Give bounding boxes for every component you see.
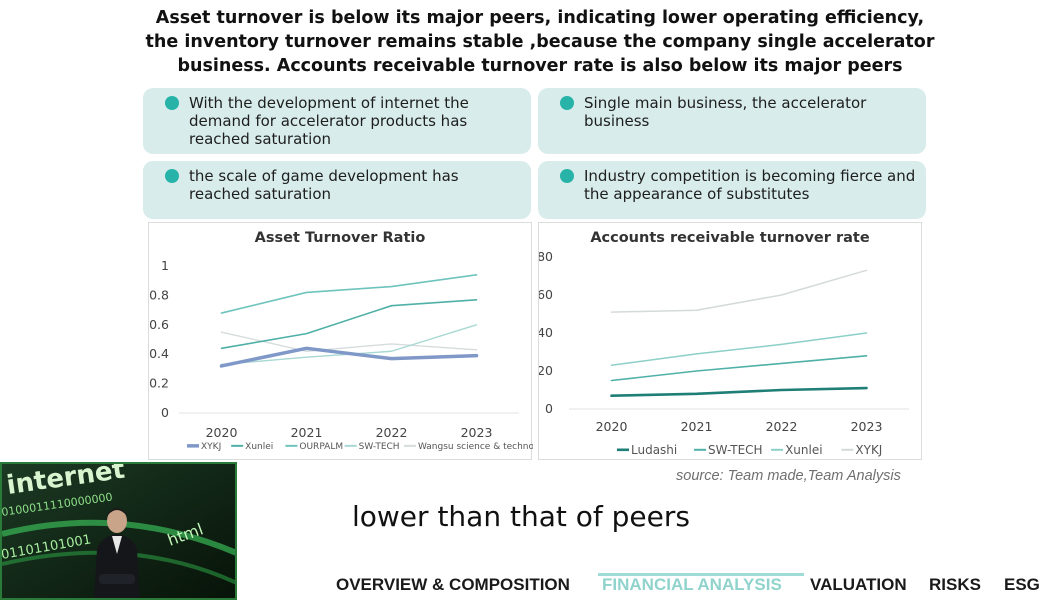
y-tick-label: 60	[539, 287, 553, 302]
point-card-single-business: Single main business, the accelerator bu…	[538, 88, 926, 154]
y-tick-label: 0	[161, 405, 169, 420]
headline-line-3: business. Accounts receivable turnover r…	[177, 56, 903, 76]
receivable-turnover-chart-svg: 0 20 40 60 80 2020 2021 2022 2023 Ludashi SW-TECH X…	[539, 249, 909, 457]
x-tick-label: 2022	[376, 425, 408, 440]
bullet-dot-icon	[560, 96, 574, 110]
x-tick-label: 2021	[291, 425, 323, 440]
legend-label: XYKJ	[201, 442, 221, 452]
nav-tab-esg[interactable]: ESG	[1004, 575, 1040, 594]
legend-label: OURPALM	[299, 442, 343, 452]
legend-label: SW-TECH	[708, 443, 763, 457]
headline-line-1: Asset turnover is below its major peers,…	[155, 8, 925, 28]
series-line-ludashi	[610, 386, 868, 397]
y-tick-label: 40	[539, 325, 553, 340]
x-tick-label: 2021	[681, 419, 713, 434]
card-text: the scale of game development has reache…	[189, 167, 459, 203]
asset-turnover-chart: Asset Turnover Ratio 0 0.2 0.4 0.6 0.8 1 2020 2…	[148, 222, 533, 460]
y-tick-label: 0	[545, 401, 553, 416]
bullet-dot-icon	[560, 169, 574, 183]
nav-tab-valuation[interactable]: VALUATION	[810, 575, 907, 594]
point-card-industry-competition: Industry competition is becoming fierce …	[538, 161, 926, 219]
legend-label: Xunlei	[785, 443, 822, 457]
card-text: Industry competition is becoming fierce …	[584, 167, 916, 203]
point-card-game-development: the scale of game development has reache…	[143, 161, 531, 219]
card-text: Single main business, the accelerator bu…	[584, 94, 867, 130]
receivable-turnover-chart: Accounts receivable turnover rate 0 20 40 6…	[538, 222, 922, 460]
presenter-video: internet 0100011110000000 01101101001 ht…	[0, 462, 237, 600]
series-line-xunlei	[610, 332, 868, 367]
x-tick-label: 2023	[851, 419, 883, 434]
legend-label: Xunlei	[245, 442, 273, 452]
y-tick-label: 0.6	[149, 317, 169, 332]
y-tick-label: 0.8	[149, 287, 169, 302]
legend-label: Wangsu science & technology	[418, 442, 533, 452]
point-card-demand-saturation: With the development of internet the dem…	[143, 88, 531, 154]
presenter-figure	[94, 508, 140, 598]
legend-label: SW-TECH	[359, 442, 400, 452]
x-tick-label: 2023	[461, 425, 493, 440]
legend-label: XYKJ	[855, 443, 882, 457]
series-line-xykj	[610, 269, 868, 313]
card-text: With the development of internet the dem…	[189, 94, 469, 148]
active-tab-underline	[598, 573, 804, 576]
nav-tab-risks[interactable]: RISKS	[929, 575, 981, 594]
series-line-sw-tech	[610, 355, 868, 382]
series-line-xykj	[219, 346, 479, 368]
y-tick-label: 0.2	[149, 376, 169, 391]
caption-subtitle: lower than that of peers	[352, 500, 690, 533]
x-tick-label: 2020	[596, 419, 628, 434]
chart-title: Accounts receivable turnover rate	[590, 230, 870, 246]
x-tick-label: 2022	[766, 419, 798, 434]
y-tick-label: 1	[161, 258, 169, 273]
bullet-dot-icon	[165, 169, 179, 183]
x-tick-label: 2020	[206, 425, 238, 440]
y-tick-label: 20	[539, 363, 553, 378]
y-tick-label: 0.4	[149, 346, 169, 361]
y-tick-label: 80	[539, 249, 553, 264]
nav-tab-overview[interactable]: OVERVIEW & COMPOSITION	[336, 575, 570, 594]
nav-tab-financial-analysis[interactable]: FINANCIAL ANALYSIS	[602, 575, 782, 594]
series-line-xunlei	[220, 299, 478, 350]
bullet-dot-icon	[165, 96, 179, 110]
headline-line-2: the inventory turnover remains stable ,b…	[145, 32, 935, 52]
source-note: source: Team made,Team Analysis	[676, 468, 901, 484]
chart-title: Asset Turnover Ratio	[254, 230, 426, 246]
asset-turnover-chart-svg: 0 0.2 0.4 0.6 0.8 1 2020 2021 2022 2023 XYKJ Xunlei…	[149, 258, 533, 452]
presenter-video-frame: internet 0100011110000000 01101101001 ht…	[2, 464, 235, 598]
headline: Asset turnover is below its major peers,…	[110, 6, 970, 78]
legend-label: Ludashi	[631, 443, 677, 457]
series-line-ourpalm	[220, 274, 478, 314]
